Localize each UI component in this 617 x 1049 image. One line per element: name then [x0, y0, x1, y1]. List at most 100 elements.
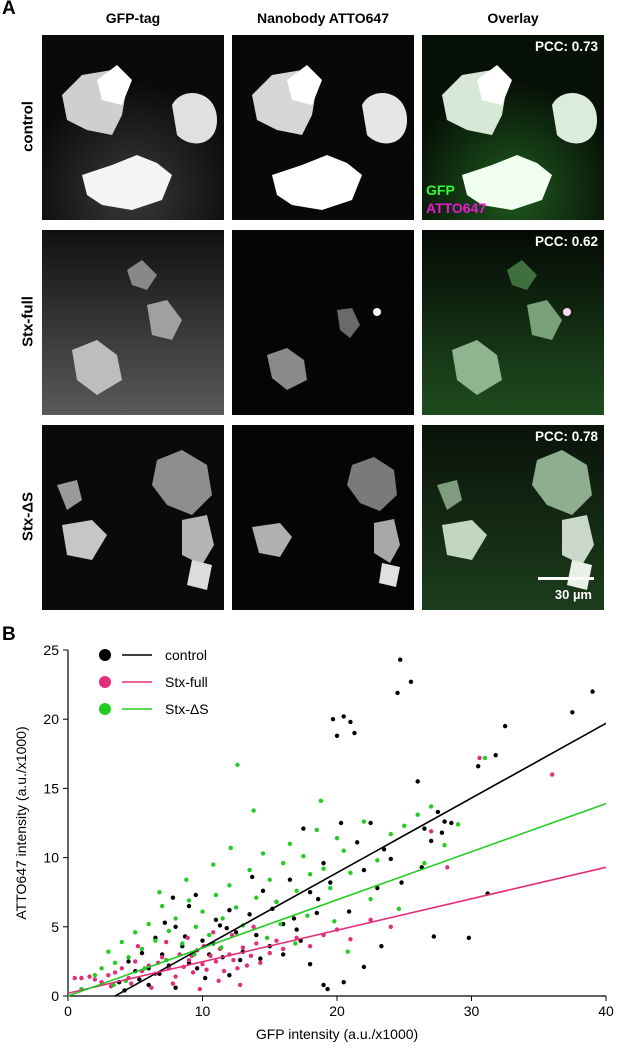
y-tick-label: 20: [43, 711, 59, 727]
data-point-control: [368, 820, 373, 826]
micrograph-stx-ds-overlay: PCC: 0.78 30 µm: [422, 425, 604, 610]
panel-b-label: B: [2, 624, 16, 645]
data-point-Stx-ΔS: [388, 831, 393, 837]
micrograph-stx-full-atto: [232, 230, 414, 415]
data-point-control: [341, 979, 346, 985]
micrograph-stx-ds-atto: [232, 425, 414, 610]
data-point-Stx-full: [445, 865, 450, 870]
pcc-value: PCC: 0.62: [534, 234, 598, 249]
data-point-Stx-full: [240, 945, 246, 950]
scale-bar: [538, 577, 594, 580]
data-point-control: [361, 964, 367, 970]
data-point-Stx-ΔS: [106, 949, 111, 954]
data-point-control: [213, 917, 219, 923]
data-point-control: [381, 847, 387, 852]
data-point-control: [361, 867, 367, 873]
data-point-Stx-full: [208, 953, 213, 959]
data-point-Stx-ΔS: [235, 762, 240, 768]
scatter-chart: 0 10 20 30 40 0 5 10 15 20 25 GFP intensity (a.u./x…: [13, 642, 614, 1042]
data-point-Stx-full: [254, 941, 259, 946]
data-point-control: [570, 710, 575, 715]
data-point-control: [227, 973, 232, 978]
fit-line-control: [114, 722, 607, 997]
y-tick-label: 25: [43, 642, 59, 658]
data-point-Stx-full: [237, 982, 243, 988]
y-tick-label: 0: [51, 988, 59, 1004]
data-point-control: [338, 820, 344, 826]
data-point-control: [307, 961, 313, 967]
data-point-Stx-full: [185, 935, 190, 941]
data-point-control: [502, 723, 508, 729]
data-point-control: [247, 912, 252, 917]
data-point-control: [428, 838, 434, 844]
data-point-Stx-ΔS: [293, 941, 298, 946]
data-point-control: [388, 856, 393, 862]
data-point-Stx-full: [79, 975, 84, 981]
data-point-control: [354, 840, 360, 845]
data-point-Stx-ΔS: [126, 955, 131, 960]
data-point-Stx-full: [159, 955, 165, 960]
data-point-control: [321, 982, 326, 988]
cell-image: [42, 35, 224, 220]
panel-a-label: A: [2, 0, 16, 19]
data-point-Stx-full: [428, 829, 434, 834]
data-point-control: [346, 909, 352, 914]
data-point-Stx-full: [231, 957, 236, 963]
data-point-control: [493, 752, 498, 758]
micrograph-stx-full-gfp: [42, 230, 224, 415]
data-point-Stx-ΔS: [415, 812, 420, 817]
x-axis-label: GFP intensity (a.u./x1000): [256, 1026, 418, 1042]
data-point-Stx-ΔS: [219, 945, 224, 950]
row-label-stx-full: Stx-full: [19, 296, 37, 347]
data-point-Stx-ΔS: [220, 916, 225, 921]
data-point-Stx-full: [87, 974, 92, 979]
x-tick-label: 0: [64, 1003, 72, 1019]
data-point-Stx-ΔS: [153, 938, 158, 943]
data-point-Stx-full: [149, 985, 154, 990]
y-axis-label: ATTO647 intensity (a.u./x1000): [13, 726, 29, 919]
data-point-Stx-ΔS: [159, 903, 165, 909]
fit-line-Stx-full: [67, 866, 607, 995]
data-point-Stx-ΔS: [139, 946, 145, 952]
data-point-control: [435, 809, 441, 815]
cell-image: [232, 35, 414, 220]
data-point-control: [321, 860, 326, 866]
data-point-Stx-full: [119, 966, 125, 971]
data-point-control: [217, 923, 223, 928]
data-point-Stx-full: [211, 930, 216, 935]
data-point-control: [590, 689, 595, 694]
data-point-control: [431, 934, 437, 939]
data-point-control: [224, 925, 229, 931]
data-point-Stx-full: [368, 917, 373, 923]
data-point-Stx-ΔS: [301, 854, 306, 859]
data-point-control: [439, 830, 445, 835]
data-point-control: [375, 885, 380, 891]
data-point-Stx-ΔS: [442, 842, 447, 848]
data-point-Stx-ΔS: [184, 877, 189, 882]
micrograph-control-atto: [232, 35, 414, 220]
data-point-control: [202, 975, 208, 981]
micrograph-stx-ds-gfp: [42, 425, 224, 610]
data-point-Stx-ΔS: [166, 928, 172, 934]
cell-image: [422, 230, 604, 415]
data-point-Stx-ΔS: [254, 895, 259, 900]
data-point-control: [137, 977, 142, 982]
fit-line-Stx-ΔS: [67, 802, 607, 997]
pcc-value: PCC: 0.78: [534, 429, 598, 444]
data-point-control: [233, 930, 239, 935]
data-point-Stx-ΔS: [157, 890, 162, 895]
data-point-control: [194, 966, 200, 971]
data-point-control: [379, 943, 384, 949]
micrograph-control-gfp: [42, 35, 224, 220]
data-point-Stx-ΔS: [321, 866, 326, 871]
data-point-control: [325, 986, 330, 992]
row-label-stx-ds: Stx-ΔS: [19, 491, 37, 542]
data-point-Stx-full: [251, 924, 256, 929]
data-point-control: [200, 938, 205, 943]
data-point-control: [314, 910, 320, 916]
overlay-legend-atto: ATTO647: [426, 200, 487, 216]
data-point-Stx-ΔS: [348, 870, 353, 876]
data-point-Stx-full: [163, 939, 169, 945]
data-point-Stx-ΔS: [345, 949, 350, 954]
data-point-Stx-ΔS: [307, 872, 313, 877]
